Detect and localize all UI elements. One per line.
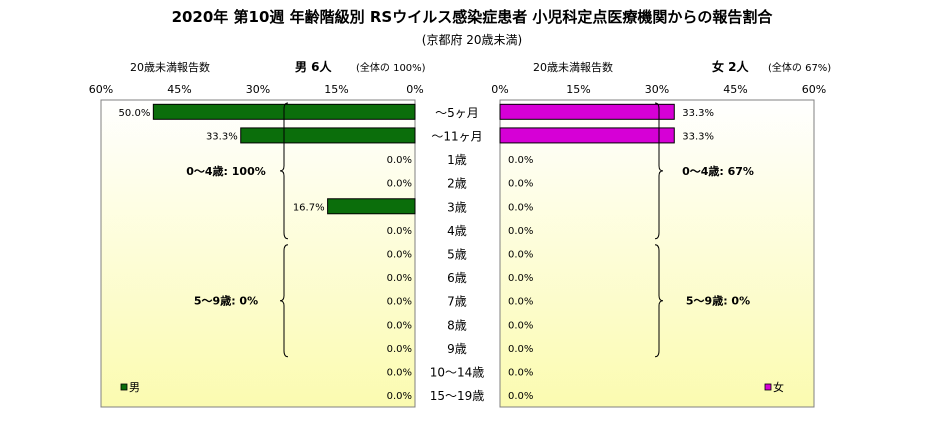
male-header-note: (全体の 100%) <box>356 61 426 74</box>
female-header-label: 20歳未満報告数 <box>533 61 613 74</box>
female-bar <box>499 127 675 144</box>
male-value-label: 0.0% <box>387 320 412 331</box>
male-value-label: 0.0% <box>387 226 412 237</box>
female-x-tick-label: 15% <box>566 83 590 96</box>
age-category-label: 〜11ヶ月 <box>431 129 482 143</box>
female-value-label: 33.3% <box>682 108 714 119</box>
age-category-label: 7歳 <box>447 295 467 309</box>
age-category-label: 15〜19歳 <box>430 389 485 403</box>
age-category-label: 3歳 <box>447 200 467 214</box>
female-plot-area <box>499 99 815 408</box>
male-value-label: 0.0% <box>387 368 412 379</box>
age-category-label: 〜5ヶ月 <box>435 106 479 120</box>
male-x-tick-label: 15% <box>324 83 348 96</box>
female-group-label: 0〜4歳: 67% <box>682 164 754 178</box>
male-legend-label: 男 <box>129 381 140 394</box>
female-legend-label: 女 <box>773 380 784 394</box>
female-value-label: 0.0% <box>508 344 533 355</box>
male-group-brace <box>279 102 289 240</box>
male-x-tick-label: 45% <box>167 83 191 96</box>
age-category-label: 10〜14歳 <box>430 366 485 380</box>
age-category-label: 4歳 <box>447 224 467 238</box>
male-value-label: 50.0% <box>119 108 151 119</box>
male-x-tick-label: 60% <box>89 83 113 96</box>
male-value-label: 16.7% <box>293 202 325 213</box>
male-group-label: 5〜9歳: 0% <box>194 294 258 308</box>
female-x-tick-label: 60% <box>802 83 826 96</box>
female-value-label: 0.0% <box>508 155 533 166</box>
male-value-label: 0.0% <box>387 250 412 261</box>
male-bar <box>327 198 416 215</box>
male-legend-swatch <box>120 383 128 391</box>
female-value-label: 33.3% <box>682 131 714 142</box>
age-category-label: 2歳 <box>447 177 467 191</box>
age-category-label: 6歳 <box>447 271 467 285</box>
female-value-label: 0.0% <box>508 391 533 402</box>
female-header-main: 女 2人 <box>712 59 750 74</box>
male-value-label: 0.0% <box>387 155 412 166</box>
male-header-label: 20歳未満報告数 <box>130 61 210 74</box>
female-value-label: 0.0% <box>508 250 533 261</box>
female-group-brace <box>654 102 664 240</box>
female-x-tick-label: 45% <box>723 83 747 96</box>
male-value-label: 0.0% <box>387 297 412 308</box>
male-value-label: 0.0% <box>387 391 412 402</box>
male-x-tick-label: 30% <box>246 83 270 96</box>
female-x-tick-label: 30% <box>645 83 669 96</box>
age-category-label: 5歳 <box>447 248 467 262</box>
chart-subtitle: (京都府 20歳未満) <box>422 32 522 47</box>
female-value-label: 0.0% <box>508 368 533 379</box>
female-value-label: 0.0% <box>508 202 533 213</box>
female-group-label: 5〜9歳: 0% <box>686 294 750 308</box>
male-value-label: 0.0% <box>387 179 412 190</box>
male-group-brace <box>279 244 289 358</box>
female-value-label: 0.0% <box>508 179 533 190</box>
age-category-label: 9歳 <box>447 342 467 356</box>
female-header-note: (全体の 67%) <box>768 61 831 74</box>
female-value-label: 0.0% <box>508 273 533 284</box>
female-bar <box>499 103 675 120</box>
male-value-label: 0.0% <box>387 273 412 284</box>
chart-title: 2020年 第10週 年齢階級別 RSウイルス感染症患者 小児科定点医療機関から… <box>172 8 774 26</box>
female-x-tick-label: 0% <box>491 83 508 96</box>
female-legend-swatch <box>764 383 772 391</box>
age-category-label: 1歳 <box>447 153 467 167</box>
male-x-tick-label: 0% <box>406 83 423 96</box>
female-value-label: 0.0% <box>508 297 533 308</box>
male-bar <box>240 127 416 144</box>
male-value-label: 33.3% <box>206 131 238 142</box>
female-value-label: 0.0% <box>508 226 533 237</box>
female-value-label: 0.0% <box>508 320 533 331</box>
male-plot-area <box>100 99 416 408</box>
female-group-brace <box>654 244 664 358</box>
male-group-label: 0〜4歳: 100% <box>186 164 266 178</box>
male-value-label: 0.0% <box>387 344 412 355</box>
male-header-main: 男 6人 <box>295 59 333 74</box>
age-category-label: 8歳 <box>447 318 467 332</box>
